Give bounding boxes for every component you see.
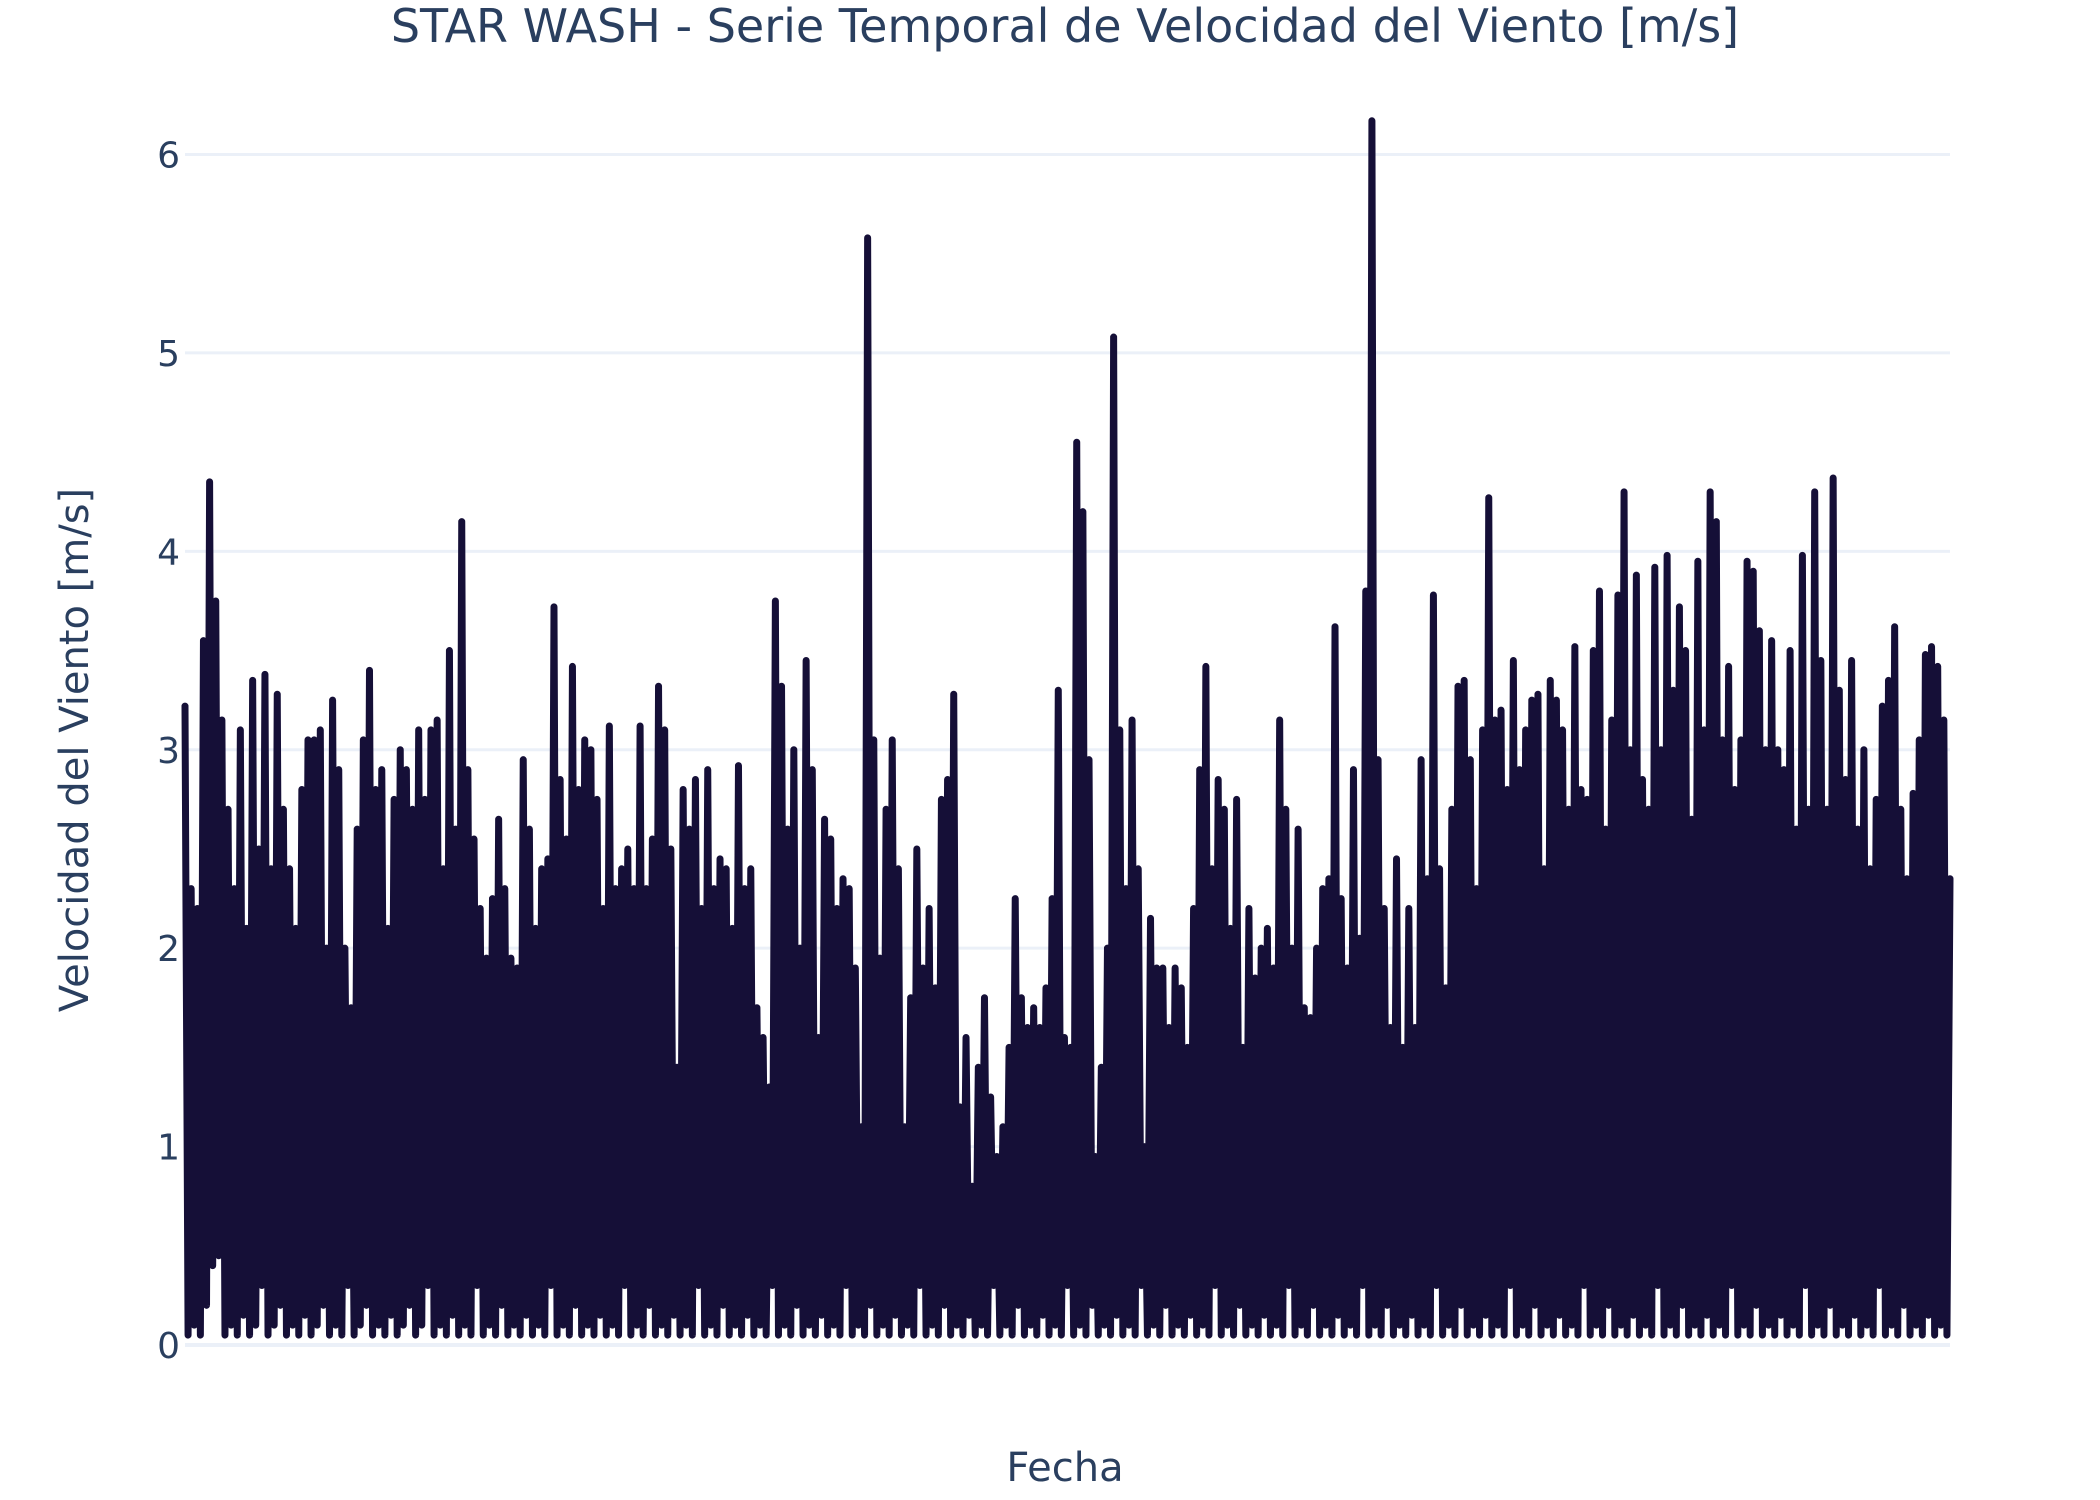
series-group [181, 117, 1954, 1339]
y-tick-label: 1 [157, 1128, 180, 1169]
y-tick-labels: 0 1 2 3 4 5 6 [157, 136, 180, 1367]
y-tick-label: 3 [157, 731, 180, 772]
y-tick-label: 5 [157, 334, 180, 375]
y-tick-label: 2 [157, 929, 180, 970]
chart-title: STAR WASH - Serie Temporal de Velocidad … [391, 0, 1739, 53]
y-tick-label: 6 [157, 136, 180, 177]
y-axis-title: Velocidad del Viento [m/s] [52, 488, 98, 1012]
y-tick-label: 4 [157, 532, 180, 573]
x-axis-title: Fecha [1006, 1445, 1123, 1491]
y-tick-label: 0 [157, 1326, 180, 1367]
wind-speed-series-line [181, 117, 1954, 1339]
